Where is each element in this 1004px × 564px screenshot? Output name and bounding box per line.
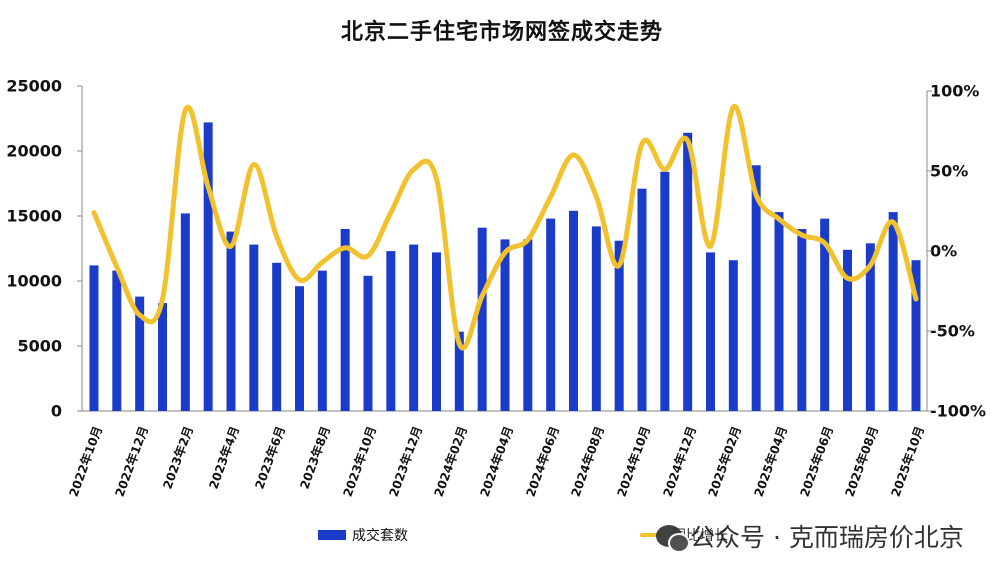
bar-2025-04 (774, 212, 784, 411)
bar-legend-swatch (318, 530, 346, 540)
bar-2022-10 (89, 265, 99, 411)
bar-2023-03 (203, 122, 213, 412)
left-axis-tick-label: 5000 (17, 336, 62, 356)
bar-legend-label: 成交套数 (352, 528, 408, 544)
bar-2025-05 (797, 229, 807, 411)
bar-2024-07 (569, 210, 578, 411)
bar-2024-08 (591, 226, 601, 411)
bar-2025-09 (888, 212, 898, 411)
chart-title: 北京二手住宅市场网签成交走势 (340, 20, 663, 45)
yoy-line-series (91, 104, 919, 351)
bar-2023-08 (317, 270, 327, 411)
right-axis-tick-label: 0% (930, 241, 958, 261)
bar-2023-10 (363, 275, 373, 411)
bar-2023-09 (340, 229, 350, 411)
bar-2022-12 (135, 296, 145, 411)
bar-series (89, 122, 921, 412)
bar-2023-04 (226, 231, 236, 411)
bar-2024-10 (637, 188, 647, 411)
wechat-icon (656, 525, 690, 553)
line-legend-swatch (640, 533, 666, 537)
bar-2025-07 (843, 249, 852, 411)
bar-2025-02 (728, 260, 738, 411)
bar-2024-11 (660, 171, 670, 411)
bar-2025-01 (706, 252, 715, 411)
bar-2023-07 (295, 286, 304, 411)
left-axis-tick-label: 15000 (6, 206, 62, 226)
right-axis-tick-label: 100% (930, 81, 980, 101)
right-axis-tick-label: -100% (930, 401, 987, 421)
bar-2024-12 (683, 132, 693, 412)
bar-2023-01 (158, 303, 167, 411)
bar-2024-05 (523, 239, 533, 411)
watermark: 公众号 · 克而瑞房价北京 (656, 518, 964, 554)
bar-2023-02 (180, 213, 190, 411)
legend-bar: 成交套数 (318, 525, 408, 545)
left-axis-tick-label: 0 (50, 401, 62, 421)
bar-2025-10 (911, 260, 921, 411)
bar-2022-11 (112, 270, 122, 411)
right-axis-tick-label: -50% (930, 321, 975, 341)
bar-2024-03 (477, 227, 487, 411)
bar-2023-12 (409, 244, 419, 411)
bar-2024-02 (454, 331, 464, 411)
right-axis-tick-label: 50% (930, 161, 969, 181)
bar-2023-11 (386, 251, 396, 411)
bar-2023-05 (249, 244, 259, 411)
bar-2025-03 (751, 165, 761, 411)
bar-2024-09 (614, 240, 624, 411)
bar-2023-06 (272, 262, 282, 411)
left-axis-tick-label: 10000 (6, 271, 62, 291)
bar-2024-04 (500, 239, 510, 411)
bar-2024-06 (546, 218, 556, 411)
bar-2025-06 (820, 218, 830, 411)
bar-2025-08 (865, 243, 875, 411)
watermark-text: 公众号 · 克而瑞房价北京 (690, 523, 964, 552)
bar-2024-01 (432, 252, 441, 411)
left-axis-tick-label: 20000 (6, 141, 62, 161)
left-axis-tick-label: 25000 (6, 76, 62, 96)
